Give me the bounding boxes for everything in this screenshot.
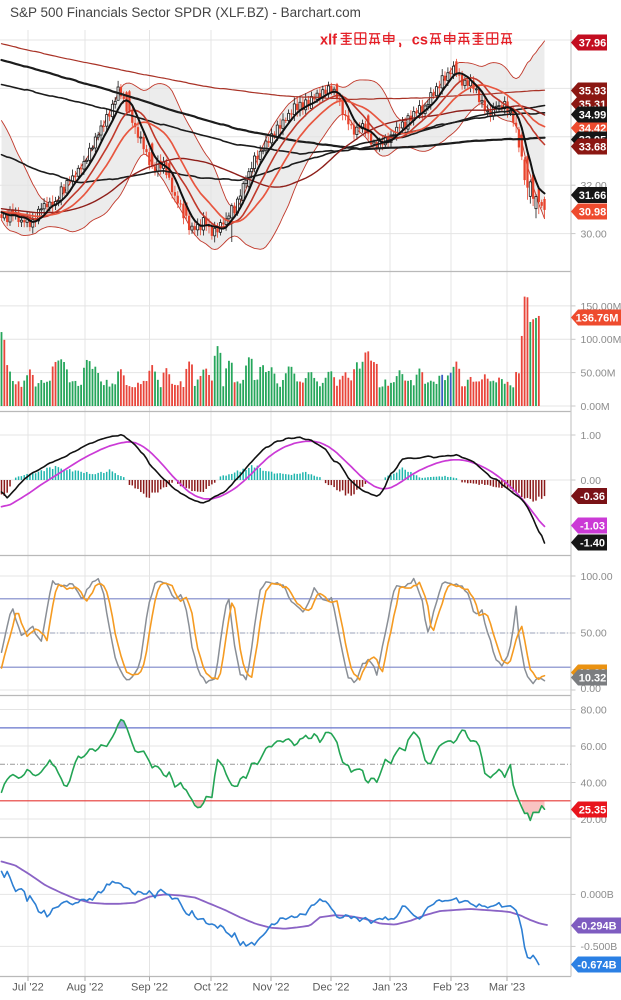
svg-text:0.00: 0.00 <box>581 475 602 487</box>
svg-text:xlf: xlf <box>320 33 337 49</box>
svg-text:0.00: 0.00 <box>581 683 602 695</box>
svg-text:100.00: 100.00 <box>581 571 613 583</box>
svg-text:100.00M: 100.00M <box>581 334 621 346</box>
svg-text:Oct '22: Oct '22 <box>194 982 229 994</box>
svg-text:Jan '23: Jan '23 <box>372 982 407 994</box>
svg-text:Mar '23: Mar '23 <box>489 982 525 994</box>
svg-text:-1.40: -1.40 <box>580 538 605 550</box>
svg-text:40.00: 40.00 <box>581 777 607 789</box>
svg-text:10.32: 10.32 <box>579 673 607 685</box>
svg-text:-0.294B: -0.294B <box>577 921 616 933</box>
svg-text:34.99: 34.99 <box>579 110 607 122</box>
svg-text:30.98: 30.98 <box>579 207 607 219</box>
svg-text:Feb '23: Feb '23 <box>433 982 469 994</box>
svg-text:35.93: 35.93 <box>579 86 607 98</box>
svg-text:1.00: 1.00 <box>581 430 602 442</box>
svg-text:136.76M: 136.76M <box>576 313 619 325</box>
svg-text:Nov '22: Nov '22 <box>253 982 290 994</box>
svg-text:Dec '22: Dec '22 <box>313 982 350 994</box>
svg-text:33.68: 33.68 <box>579 142 607 154</box>
svg-text:37.96: 37.96 <box>579 38 607 50</box>
svg-text:-1.03: -1.03 <box>580 521 605 533</box>
svg-text:0.000B: 0.000B <box>581 889 614 901</box>
svg-text:-0.674B: -0.674B <box>577 960 616 972</box>
svg-text:-0.36: -0.36 <box>580 491 605 503</box>
svg-text:Aug '22: Aug '22 <box>67 982 104 994</box>
svg-text:-0.500B: -0.500B <box>581 941 618 953</box>
svg-text:25.35: 25.35 <box>579 805 607 817</box>
svg-text:S&P 500 Financials Sector SPDR: S&P 500 Financials Sector SPDR (XLF.BZ) … <box>10 5 361 20</box>
svg-text:60.00: 60.00 <box>581 741 607 753</box>
svg-text:Sep '22: Sep '22 <box>131 982 168 994</box>
svg-text:Jul '22: Jul '22 <box>12 982 43 994</box>
svg-text:0.00M: 0.00M <box>581 401 610 413</box>
svg-text:80.00: 80.00 <box>581 704 607 716</box>
svg-text:50.00: 50.00 <box>581 628 607 640</box>
svg-text:31.66: 31.66 <box>579 190 607 202</box>
svg-text:cs: cs <box>412 33 428 49</box>
svg-text:30.00: 30.00 <box>581 228 607 240</box>
svg-text:50.00M: 50.00M <box>581 368 616 380</box>
